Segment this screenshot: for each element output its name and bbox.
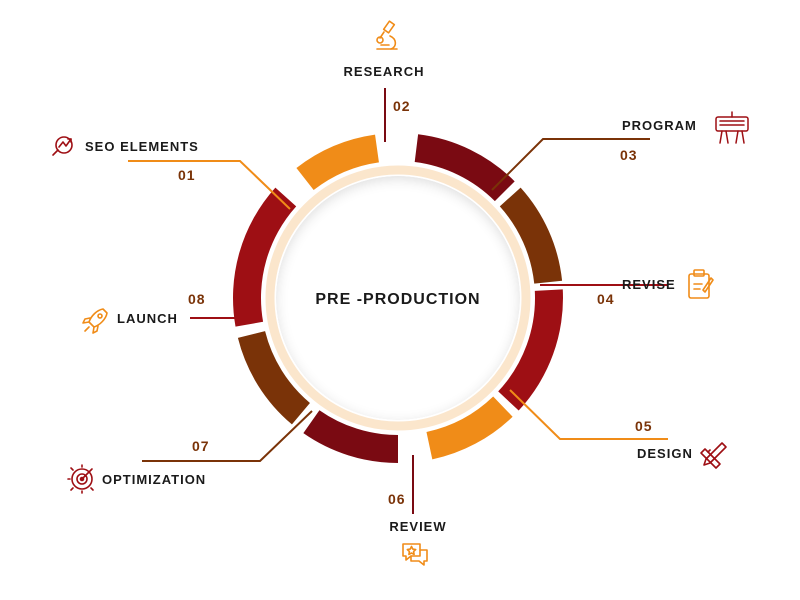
connector-lines	[128, 88, 668, 514]
chat-star-icon	[402, 543, 428, 566]
center-disc	[276, 176, 520, 420]
step-number-08: 08	[188, 291, 206, 307]
step-number-06: 06	[388, 491, 406, 507]
step-labels: SEO ELEMENTS RESEARCH PROGRAM REVISE DES…	[85, 64, 697, 534]
step-number-01: 01	[178, 167, 196, 183]
connector-07	[142, 410, 313, 462]
connector-01	[128, 160, 291, 210]
pencil-ruler-icon	[700, 442, 727, 469]
step-label-design: DESIGN	[637, 446, 693, 461]
step-numbers: 01 02 03 04 05 06 07 08	[178, 98, 653, 507]
arc-08-launch	[233, 187, 297, 327]
microscope-icon	[376, 20, 398, 50]
gear-target-icon	[67, 464, 94, 494]
rocket-icon	[82, 308, 108, 334]
center-hub: PRE -PRODUCTION	[265, 165, 531, 431]
step-number-05: 05	[635, 418, 653, 434]
center-ring	[265, 165, 531, 431]
connector-05	[509, 389, 668, 440]
arc-05-design	[426, 396, 513, 460]
step-label-program: PROGRAM	[622, 118, 697, 133]
clipboard-pencil-icon	[688, 269, 714, 299]
step-number-07: 07	[192, 438, 210, 454]
arc-01-seo-elements	[296, 134, 379, 191]
step-label-launch: LAUNCH	[117, 311, 178, 326]
step-number-04: 04	[597, 291, 615, 307]
step-label-revise: REVISE	[622, 277, 676, 292]
keyboard-hands-icon	[715, 111, 749, 144]
connector-03	[491, 138, 650, 191]
arc-02-research	[414, 134, 515, 202]
arc-07-optimization	[237, 331, 310, 425]
step-number-02: 02	[393, 98, 411, 114]
center-title: PRE -PRODUCTION	[315, 291, 480, 308]
step-label-review: REVIEW	[389, 519, 446, 534]
arc-06-review	[303, 410, 398, 463]
step-number-03: 03	[620, 147, 638, 163]
cycle-arcs	[233, 134, 563, 463]
arc-04-revise	[498, 289, 563, 411]
arc-03-program	[499, 187, 563, 284]
seo-chart-magnifier-icon	[52, 136, 73, 156]
step-label-optimization: OPTIMIZATION	[102, 472, 206, 487]
step-label-seo-elements: SEO ELEMENTS	[85, 139, 199, 154]
step-label-research: RESEARCH	[344, 64, 425, 79]
